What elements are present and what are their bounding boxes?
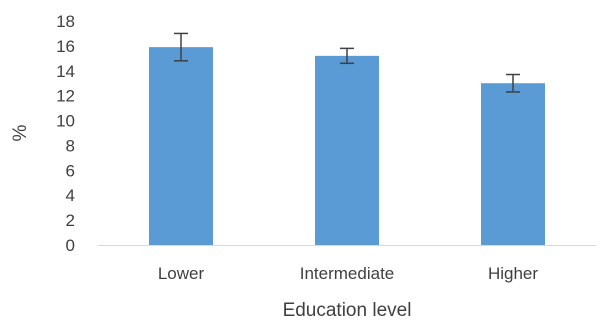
x-axis-ticks: Lower Intermediate Higher — [158, 264, 539, 283]
y-tick-label: 2 — [66, 211, 75, 230]
bar — [149, 47, 213, 246]
y-tick-label: 4 — [66, 186, 75, 205]
y-tick-label: 8 — [66, 136, 75, 155]
y-axis-title: % — [10, 124, 31, 141]
y-tick-label: 14 — [56, 62, 75, 81]
x-tick-label: Lower — [158, 264, 205, 283]
x-axis-title: Education level — [283, 300, 412, 321]
bar — [315, 55, 379, 245]
error-bar — [506, 73, 520, 93]
x-tick-label: Intermediate — [300, 264, 395, 283]
y-tick-label: 18 — [56, 12, 75, 31]
y-tick-label: 6 — [66, 161, 75, 180]
error-bar — [340, 47, 354, 65]
y-tick-label: 10 — [56, 112, 75, 131]
error-bar — [174, 32, 188, 62]
x-tick-label: Higher — [488, 264, 538, 283]
bar — [481, 83, 545, 245]
y-axis-ticks: 0 2 4 6 8 10 12 14 16 18 — [56, 12, 75, 255]
y-tick-label: 0 — [66, 236, 75, 255]
error-bars — [174, 32, 520, 93]
bars — [149, 47, 545, 246]
y-tick-label: 12 — [56, 87, 75, 106]
y-tick-label: 16 — [56, 37, 75, 56]
